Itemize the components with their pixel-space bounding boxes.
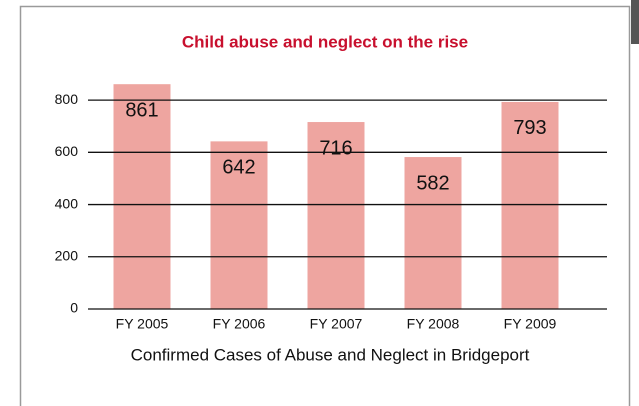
- value-label: 582: [416, 172, 449, 194]
- value-label: 861: [125, 99, 158, 121]
- value-label: 642: [222, 157, 255, 179]
- bar: [501, 101, 559, 309]
- value-label: 793: [513, 117, 546, 139]
- bar: [210, 141, 268, 309]
- side-strip: [631, 0, 639, 44]
- y-tick-label: 0: [70, 300, 78, 316]
- x-tick-label: FY 2009: [504, 316, 557, 332]
- bar: [113, 84, 171, 309]
- y-tick-label: 400: [55, 195, 79, 211]
- bar: [307, 122, 365, 310]
- y-tick-label: 200: [55, 247, 79, 263]
- x-tick-label: FY 2008: [407, 316, 460, 332]
- y-tick-label: 600: [55, 143, 79, 159]
- x-tick-label: FY 2006: [213, 316, 266, 332]
- x-tick-label: FY 2005: [116, 316, 169, 332]
- x-axis-label: Confirmed Cases of Abuse and Neglect in …: [131, 345, 530, 364]
- bar: [404, 157, 462, 309]
- chart-title: Child abuse and neglect on the rise: [182, 32, 468, 51]
- y-tick-label: 800: [55, 91, 79, 107]
- value-label: 716: [319, 137, 352, 159]
- x-tick-label: FY 2007: [310, 316, 363, 332]
